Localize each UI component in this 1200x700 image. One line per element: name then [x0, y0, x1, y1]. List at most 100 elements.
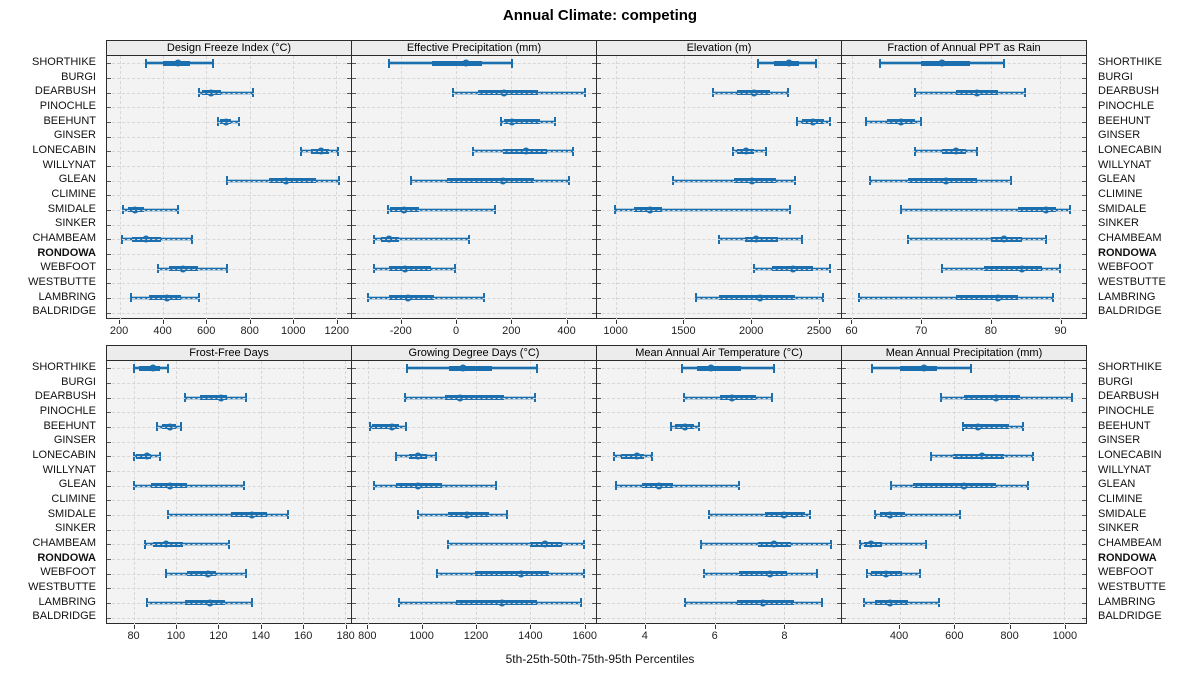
gridline-horizontal: [597, 603, 841, 604]
site-label-left: WEBFOOT: [40, 566, 96, 579]
site-row-marks: [107, 56, 351, 71]
row-tick-right: [837, 107, 841, 109]
row-tick-left: [107, 210, 111, 211]
whisker-cap-high: [286, 510, 289, 520]
site-label-column: SHORTHIKE BURGI DEARBUSH PINOCHLE BEEHUNT GIN…: [0, 55, 102, 319]
whisker-cap-high: [179, 422, 182, 432]
gridline-horizontal: [107, 529, 351, 531]
x-axis: 80 100 120 140 160 180: [106, 625, 355, 649]
gridline-horizontal: [842, 136, 1086, 138]
panel-mean-annual-precipitation-mm-: Mean Annual Precipitation (mm): [841, 345, 1087, 625]
gridline-horizontal: [597, 268, 841, 270]
site-row-marks: [842, 493, 1086, 508]
site-row-marks: [842, 276, 1086, 291]
row-tick-left: [597, 456, 601, 458]
row-tick-left: [842, 78, 846, 79]
x-tick-label: 70: [915, 325, 928, 337]
row-tick-left: [842, 368, 846, 370]
whisker-cap-high: [506, 510, 509, 520]
row-tick-left: [107, 239, 111, 241]
gridline-horizontal: [597, 107, 841, 109]
iqr-bar: [372, 424, 400, 430]
x-tick-label: 60: [845, 325, 858, 337]
whisker-cap-low: [795, 117, 798, 127]
x-tick-mark: [566, 320, 568, 324]
row-tick-right: [592, 485, 596, 487]
site-label-left: GINSER: [53, 434, 96, 447]
site-label-right: BALDRIDGE: [1098, 305, 1162, 318]
row-tick-left: [842, 107, 846, 109]
gridline-horizontal: [107, 210, 351, 211]
x-tick-label: 400: [153, 325, 172, 337]
site-row-marks: [597, 261, 841, 276]
row-tick-left: [352, 298, 356, 299]
row-tick-left: [597, 210, 601, 211]
site-label-right: BEEHUNT: [1098, 419, 1151, 432]
site-row-marks: [352, 376, 596, 403]
site-label-left: BURGI: [61, 375, 96, 388]
gridline-horizontal: [597, 180, 841, 182]
gridline-vertical: [176, 361, 178, 625]
row-tick-right: [837, 312, 841, 314]
gridline-horizontal: [842, 122, 1086, 123]
site-row-marks: [107, 552, 351, 567]
x-tick-mark: [511, 320, 513, 324]
row-tick-left: [842, 254, 846, 255]
row-tick-left: [842, 63, 846, 65]
row-tick-right: [347, 485, 351, 487]
site-row-marks: [107, 115, 351, 186]
site-row-marks: [107, 85, 351, 127]
gridline-horizontal: [842, 166, 1086, 167]
site-row-marks: [597, 305, 841, 320]
row-tick-right: [592, 195, 596, 197]
row-tick-left: [352, 559, 356, 560]
whisker-cap-high: [493, 205, 496, 215]
row-tick-right: [347, 515, 351, 516]
site-row-marks: [352, 405, 596, 461]
row-tick-left: [107, 136, 111, 138]
x-tick-label: 180: [336, 630, 355, 642]
x-tick-label: 1200: [463, 630, 489, 642]
median-dot: [222, 118, 230, 126]
x-tick-label: 400: [557, 325, 576, 337]
site-row-marks: [352, 566, 596, 581]
row-tick-left: [107, 485, 111, 487]
row-tick-left: [597, 617, 601, 619]
site-row-marks: [107, 217, 351, 232]
site-label-right: BURGI: [1098, 375, 1133, 388]
site-label-right: LAMBRING: [1098, 595, 1156, 608]
median-dot: [920, 364, 928, 372]
site-row-marks: [597, 376, 841, 403]
site-row-marks: [107, 508, 351, 523]
row-tick-right: [837, 427, 841, 428]
site-row-marks: [107, 203, 351, 218]
gridline-horizontal: [842, 559, 1086, 560]
site-row-marks: [597, 85, 841, 127]
row-tick-right: [592, 397, 596, 399]
gridline-horizontal: [352, 603, 596, 604]
panel-header: Growing Degree Days (°C): [352, 346, 596, 361]
site-label-right: CLIMINE: [1098, 188, 1143, 200]
site-row-marks: [352, 100, 596, 156]
gridline-horizontal: [597, 515, 841, 516]
row-tick-left: [352, 471, 356, 472]
gridline-horizontal: [597, 283, 841, 285]
site-row-marks: [107, 537, 351, 552]
gridline-horizontal: [842, 485, 1086, 487]
site-label-left: WILLYNAT: [42, 463, 96, 476]
plot-area: [597, 56, 841, 320]
site-label-left: DEARBUSH: [34, 390, 96, 403]
x-tick-label: 8: [781, 630, 788, 642]
site-row-marks: [842, 100, 1086, 156]
site-label-left: RONDOWA: [37, 246, 96, 259]
gridline-horizontal: [107, 368, 351, 370]
whisker-cap-low: [757, 58, 760, 68]
row-tick-right: [1082, 283, 1086, 285]
gridline-horizontal: [597, 239, 841, 241]
gridline-horizontal: [352, 195, 596, 197]
row-tick-right: [837, 559, 841, 560]
row-tick-right: [837, 500, 841, 502]
x-tick-mark: [119, 320, 121, 324]
site-row-marks: [842, 305, 1086, 320]
plot-area: [107, 361, 351, 625]
